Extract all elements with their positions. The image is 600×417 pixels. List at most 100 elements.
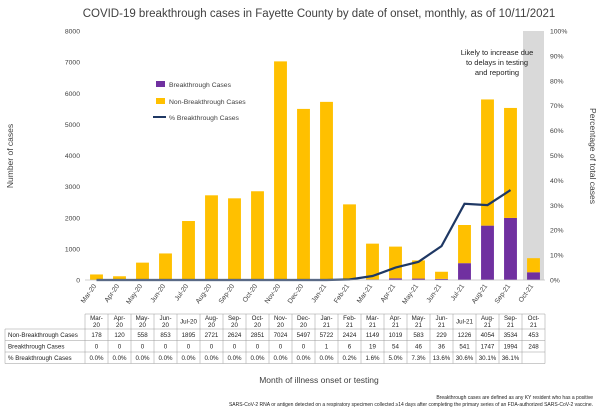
bar-breakthrough-oct-21	[527, 272, 540, 280]
x-tick-mar-20: Mar-20	[80, 283, 98, 305]
x-tick-aug-20: Aug-20	[195, 283, 213, 305]
table-cell: 0	[187, 343, 191, 350]
y2-tick-label: 100%	[550, 29, 567, 36]
x-axis-title: Month of illness onset or testing	[259, 375, 379, 385]
y-tick-label: 8000	[65, 29, 80, 36]
y-tick-label: 7000	[65, 60, 80, 67]
y2-tick-label: 30%	[550, 203, 564, 210]
table-cell: 120	[114, 332, 125, 339]
table-header-cell: May-20	[136, 315, 150, 329]
table-cell: 2624	[228, 332, 242, 339]
legend-swatch-non-breakthrough	[156, 98, 165, 104]
table-cell: 0.0%	[112, 355, 127, 362]
table-cell: 30.6%	[456, 355, 474, 362]
table-row-label: % Breakthrough Cases	[8, 355, 72, 362]
y2-tick-label: 90%	[550, 53, 564, 60]
bar-non-breakthrough-feb-21	[343, 204, 356, 279]
table-cell: 178	[91, 332, 102, 339]
table-cell: 0.0%	[227, 355, 242, 362]
y-tick-label: 3000	[65, 184, 80, 191]
y2-tick-label: 70%	[550, 103, 564, 110]
table-cell: 2424	[343, 332, 357, 339]
bar-non-breakthrough-oct-21	[527, 258, 540, 272]
bar-non-breakthrough-sep-21	[504, 108, 517, 218]
x-tick-may-20: May-20	[125, 283, 144, 306]
table-cell: 36	[438, 343, 445, 350]
table-cell: 558	[137, 332, 148, 339]
legend-label-breakthrough: Breakthrough Cases	[169, 82, 232, 89]
table-header-cell: Sep-20	[228, 315, 241, 329]
right-axis-ticks: 0%10%20%30%40%50%60%70%80%90%100%	[550, 29, 567, 285]
table-cell: 0.0%	[89, 355, 104, 362]
table-cell: 1226	[458, 332, 472, 339]
table-header-cell: Apr-20	[114, 315, 126, 329]
x-tick-jul-21: Jul-21	[450, 283, 466, 302]
table-cell: 0	[210, 343, 214, 350]
table-cell: 453	[528, 332, 539, 339]
x-tick-nov-20: Nov-20	[264, 283, 282, 305]
x-tick-jan-21: Jan-21	[310, 283, 328, 304]
x-tick-apr-20: Apr-20	[104, 283, 122, 304]
table-cell: 0.0%	[135, 355, 150, 362]
table-cell: 583	[413, 332, 424, 339]
table-cell: 853	[160, 332, 171, 339]
table-header-cell: Aug-20	[205, 315, 218, 329]
table-cell: 0.0%	[296, 355, 311, 362]
bar-non-breakthrough-aug-21	[481, 99, 494, 225]
table-cell: 2721	[205, 332, 219, 339]
chart-title: COVID-19 breakthrough cases in Fayette C…	[83, 8, 556, 20]
bar-non-breakthrough-oct-20	[251, 191, 264, 280]
table-header-cell: Jun-20	[159, 315, 171, 329]
table-cell: 7024	[274, 332, 288, 339]
table-header-cell: Apr-21	[390, 315, 402, 329]
table-cell: 5722	[320, 332, 334, 339]
x-tick-oct-20: Oct-20	[242, 283, 260, 304]
legend: Breakthrough Cases Non-Breakthrough Case…	[153, 81, 246, 122]
y2-tick-label: 60%	[550, 128, 564, 135]
table-cell: 46	[415, 343, 422, 350]
table-cell: 0	[95, 343, 99, 350]
table-cell: 1149	[366, 332, 380, 339]
bar-breakthrough-jul-21	[458, 263, 471, 280]
y2-axis-title: Percentage of total cases	[588, 108, 598, 204]
bar-non-breakthrough-jan-21	[320, 102, 333, 280]
table-cell: 1.6%	[365, 355, 380, 362]
x-tick-apr-21: Apr-21	[380, 283, 398, 304]
table-header-cell: Jul-20	[180, 319, 197, 326]
bar-non-breakthrough-jun-21	[435, 272, 448, 279]
table-cell: 541	[459, 343, 470, 350]
table-cell: 248	[528, 343, 539, 350]
table-cell: 0.0%	[158, 355, 173, 362]
y2-tick-label: 50%	[550, 153, 564, 160]
x-tick-aug-21: Aug-21	[471, 283, 489, 305]
x-tick-sep-21: Sep-21	[494, 283, 512, 305]
table-cell: 3534	[504, 332, 518, 339]
x-tick-feb-21: Feb-21	[333, 283, 351, 305]
table-header-cell: Aug-21	[481, 315, 494, 329]
table-cell: 4054	[481, 332, 495, 339]
table-header-cell: Jan-21	[320, 315, 332, 329]
table-cell: 2851	[251, 332, 265, 339]
bar-non-breakthrough-aug-20	[205, 195, 218, 280]
y-tick-label: 1000	[65, 246, 80, 253]
bar-non-breakthrough-apr-21	[389, 247, 402, 279]
table-cell: 0.0%	[319, 355, 334, 362]
y-tick-label: 6000	[65, 91, 80, 98]
y2-tick-label: 80%	[550, 78, 564, 85]
table-header-cell: May-21	[412, 315, 426, 329]
x-tick-sep-20: Sep-20	[218, 283, 236, 305]
bar-non-breakthrough-may-20	[136, 263, 149, 280]
x-tick-dec-20: Dec-20	[287, 283, 305, 305]
table-cell: 36.1%	[502, 355, 520, 362]
y-tick-label: 5000	[65, 122, 80, 129]
table-header-cell: Dec-20	[297, 315, 310, 329]
bar-non-breakthrough-jun-20	[159, 253, 172, 280]
table-cell: 0.2%	[342, 355, 357, 362]
table-header-cell: Mar-20	[90, 315, 103, 329]
table-cell: 1	[325, 343, 329, 350]
table-header-cell: Jul-21	[456, 319, 473, 326]
table-cell: 0.0%	[273, 355, 288, 362]
